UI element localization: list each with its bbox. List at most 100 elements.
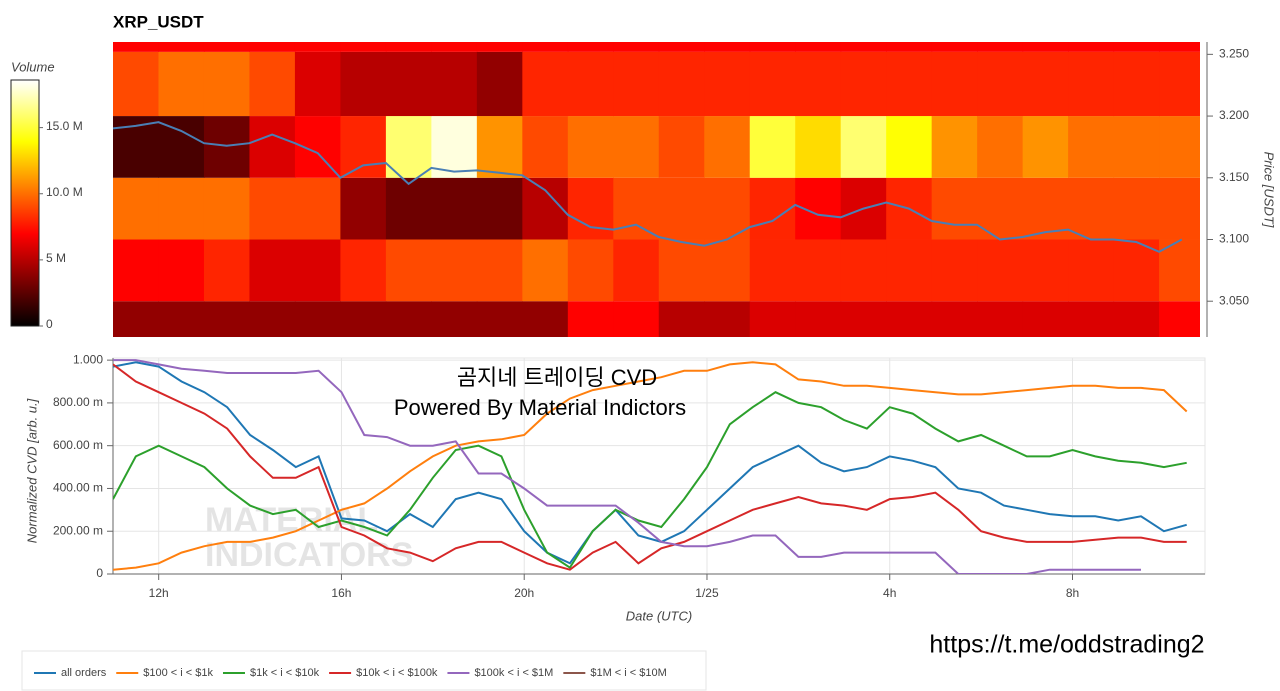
heat-cell [795, 42, 842, 52]
x-tick-label: 4h [883, 586, 896, 600]
heat-cell [385, 51, 432, 117]
heat-cell [749, 116, 796, 178]
y-tick-label: 3.150 [1219, 170, 1249, 184]
heat-cell [113, 301, 159, 337]
heat-cell [203, 177, 250, 240]
colorbar-tick-label: 10.0 M [46, 185, 83, 199]
y-tick-label: 3.200 [1219, 108, 1249, 122]
cvd-line [113, 359, 1141, 574]
heat-cell [1159, 177, 1200, 240]
heat-cell [203, 42, 250, 52]
heat-cell [704, 51, 751, 117]
heat-cell [113, 239, 159, 302]
heat-cell [294, 51, 341, 117]
heat-cell [704, 301, 751, 337]
heat-cell [613, 239, 660, 302]
heat-cell [1022, 177, 1069, 240]
heat-cell [749, 239, 796, 302]
heat-cell [795, 116, 842, 178]
heat-cell [340, 51, 387, 117]
heat-cell [931, 301, 978, 337]
heat-cell [886, 116, 933, 178]
heat-cell [1022, 116, 1069, 178]
annotation: Powered By Material Indictors [394, 395, 686, 420]
heat-cell [158, 116, 205, 178]
heat-cell [840, 42, 887, 52]
legend-label: $100k < i < $1M [474, 667, 553, 679]
heat-cell [476, 239, 523, 302]
y-axis-label: Normalized CVD [arb. u.] [24, 398, 39, 543]
heat-cell [1022, 42, 1069, 52]
heatmap-panel: XRP_USDT 3.050 3.100 3.150 3.200 3.250 Price [… [10, 12, 1277, 337]
heat-cell [795, 239, 842, 302]
heat-cell [704, 239, 751, 302]
heat-cell [795, 51, 842, 117]
heat-cell [658, 42, 705, 52]
legend-label: $100 < i < $1k [143, 667, 213, 679]
cvd-line [113, 361, 1188, 571]
heat-cell [977, 116, 1024, 178]
heat-cell [522, 301, 569, 337]
heat-cell [749, 51, 796, 117]
heat-cell [658, 116, 705, 178]
heat-cell [158, 301, 205, 337]
heat-cell [249, 42, 296, 52]
heat-cell [886, 239, 933, 302]
cvd-line [113, 391, 1187, 569]
heat-cell [567, 177, 614, 240]
heat-cell [476, 51, 523, 117]
heat-cell [431, 51, 478, 117]
heat-cell [1113, 177, 1160, 240]
heat-cell [886, 51, 933, 117]
heat-cell [613, 116, 660, 178]
heat-cell [249, 51, 296, 117]
heat-cell [840, 239, 887, 302]
heat-cell [294, 301, 341, 337]
heat-cell [840, 301, 887, 337]
heat-cell [203, 301, 250, 337]
cells [113, 42, 1200, 337]
heat-cell [158, 51, 205, 117]
heat-cell [567, 116, 614, 178]
colorbar-tick-label: 5 M [46, 251, 66, 265]
heat-cell [704, 42, 751, 52]
heat-cell [113, 51, 159, 117]
colorbar-tick-label: 0 [46, 317, 53, 331]
heat-cell [294, 239, 341, 302]
x-tick-label: 16h [331, 586, 351, 600]
heat-cell [431, 239, 478, 302]
heat-cell [1113, 51, 1160, 117]
heat-cell [294, 42, 341, 52]
heat-cell [1113, 42, 1160, 52]
heat-cell [522, 116, 569, 178]
heat-cell [158, 177, 205, 240]
heat-cell [749, 301, 796, 337]
heat-cell [203, 239, 250, 302]
heat-cell [1068, 239, 1115, 302]
heat-cell [1159, 301, 1200, 337]
heat-cell [1159, 116, 1200, 178]
heat-cell [522, 239, 569, 302]
heat-cell [1113, 116, 1160, 178]
heat-cell [1068, 51, 1115, 117]
heat-cell [567, 51, 614, 117]
heat-cell [1159, 42, 1200, 52]
heat-cell [385, 42, 432, 52]
heat-cell [1022, 239, 1069, 302]
heat-cell [658, 51, 705, 117]
colorbar-tick-label: 15.0 M [46, 119, 83, 133]
heat-cell [931, 51, 978, 117]
y-axis-label: Price [USDT] [1262, 152, 1277, 228]
y-tick-label: 400.00 m [53, 481, 103, 495]
heat-cell [1159, 51, 1200, 117]
heat-cell [1068, 42, 1115, 52]
heat-cell [749, 177, 796, 240]
heat-cell [977, 42, 1024, 52]
heat-cell [203, 51, 250, 117]
heat-cell [567, 301, 614, 337]
heat-cell [158, 42, 205, 52]
annotation: 곰지네 트레이딩 CVD [457, 365, 657, 390]
legend-label: $1M < i < $10M [590, 667, 666, 679]
